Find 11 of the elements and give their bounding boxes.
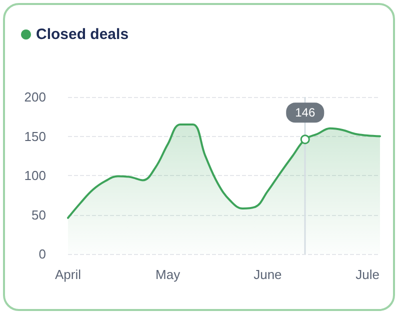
- x-tick-label: June: [254, 267, 282, 282]
- x-tick-label: Jule: [356, 267, 380, 282]
- annotation: 146: [295, 106, 316, 120]
- legend-label: Closed deals: [36, 26, 129, 43]
- x-tick-label: April: [54, 267, 82, 282]
- y-tick-label: 50: [32, 207, 46, 222]
- x-tick-label: May: [156, 267, 181, 282]
- y-tick-label: 0: [38, 246, 46, 262]
- y-tick-label: 100: [24, 168, 46, 183]
- y-tick-label: 200: [24, 90, 46, 104]
- y-tick-label: 150: [24, 128, 46, 144]
